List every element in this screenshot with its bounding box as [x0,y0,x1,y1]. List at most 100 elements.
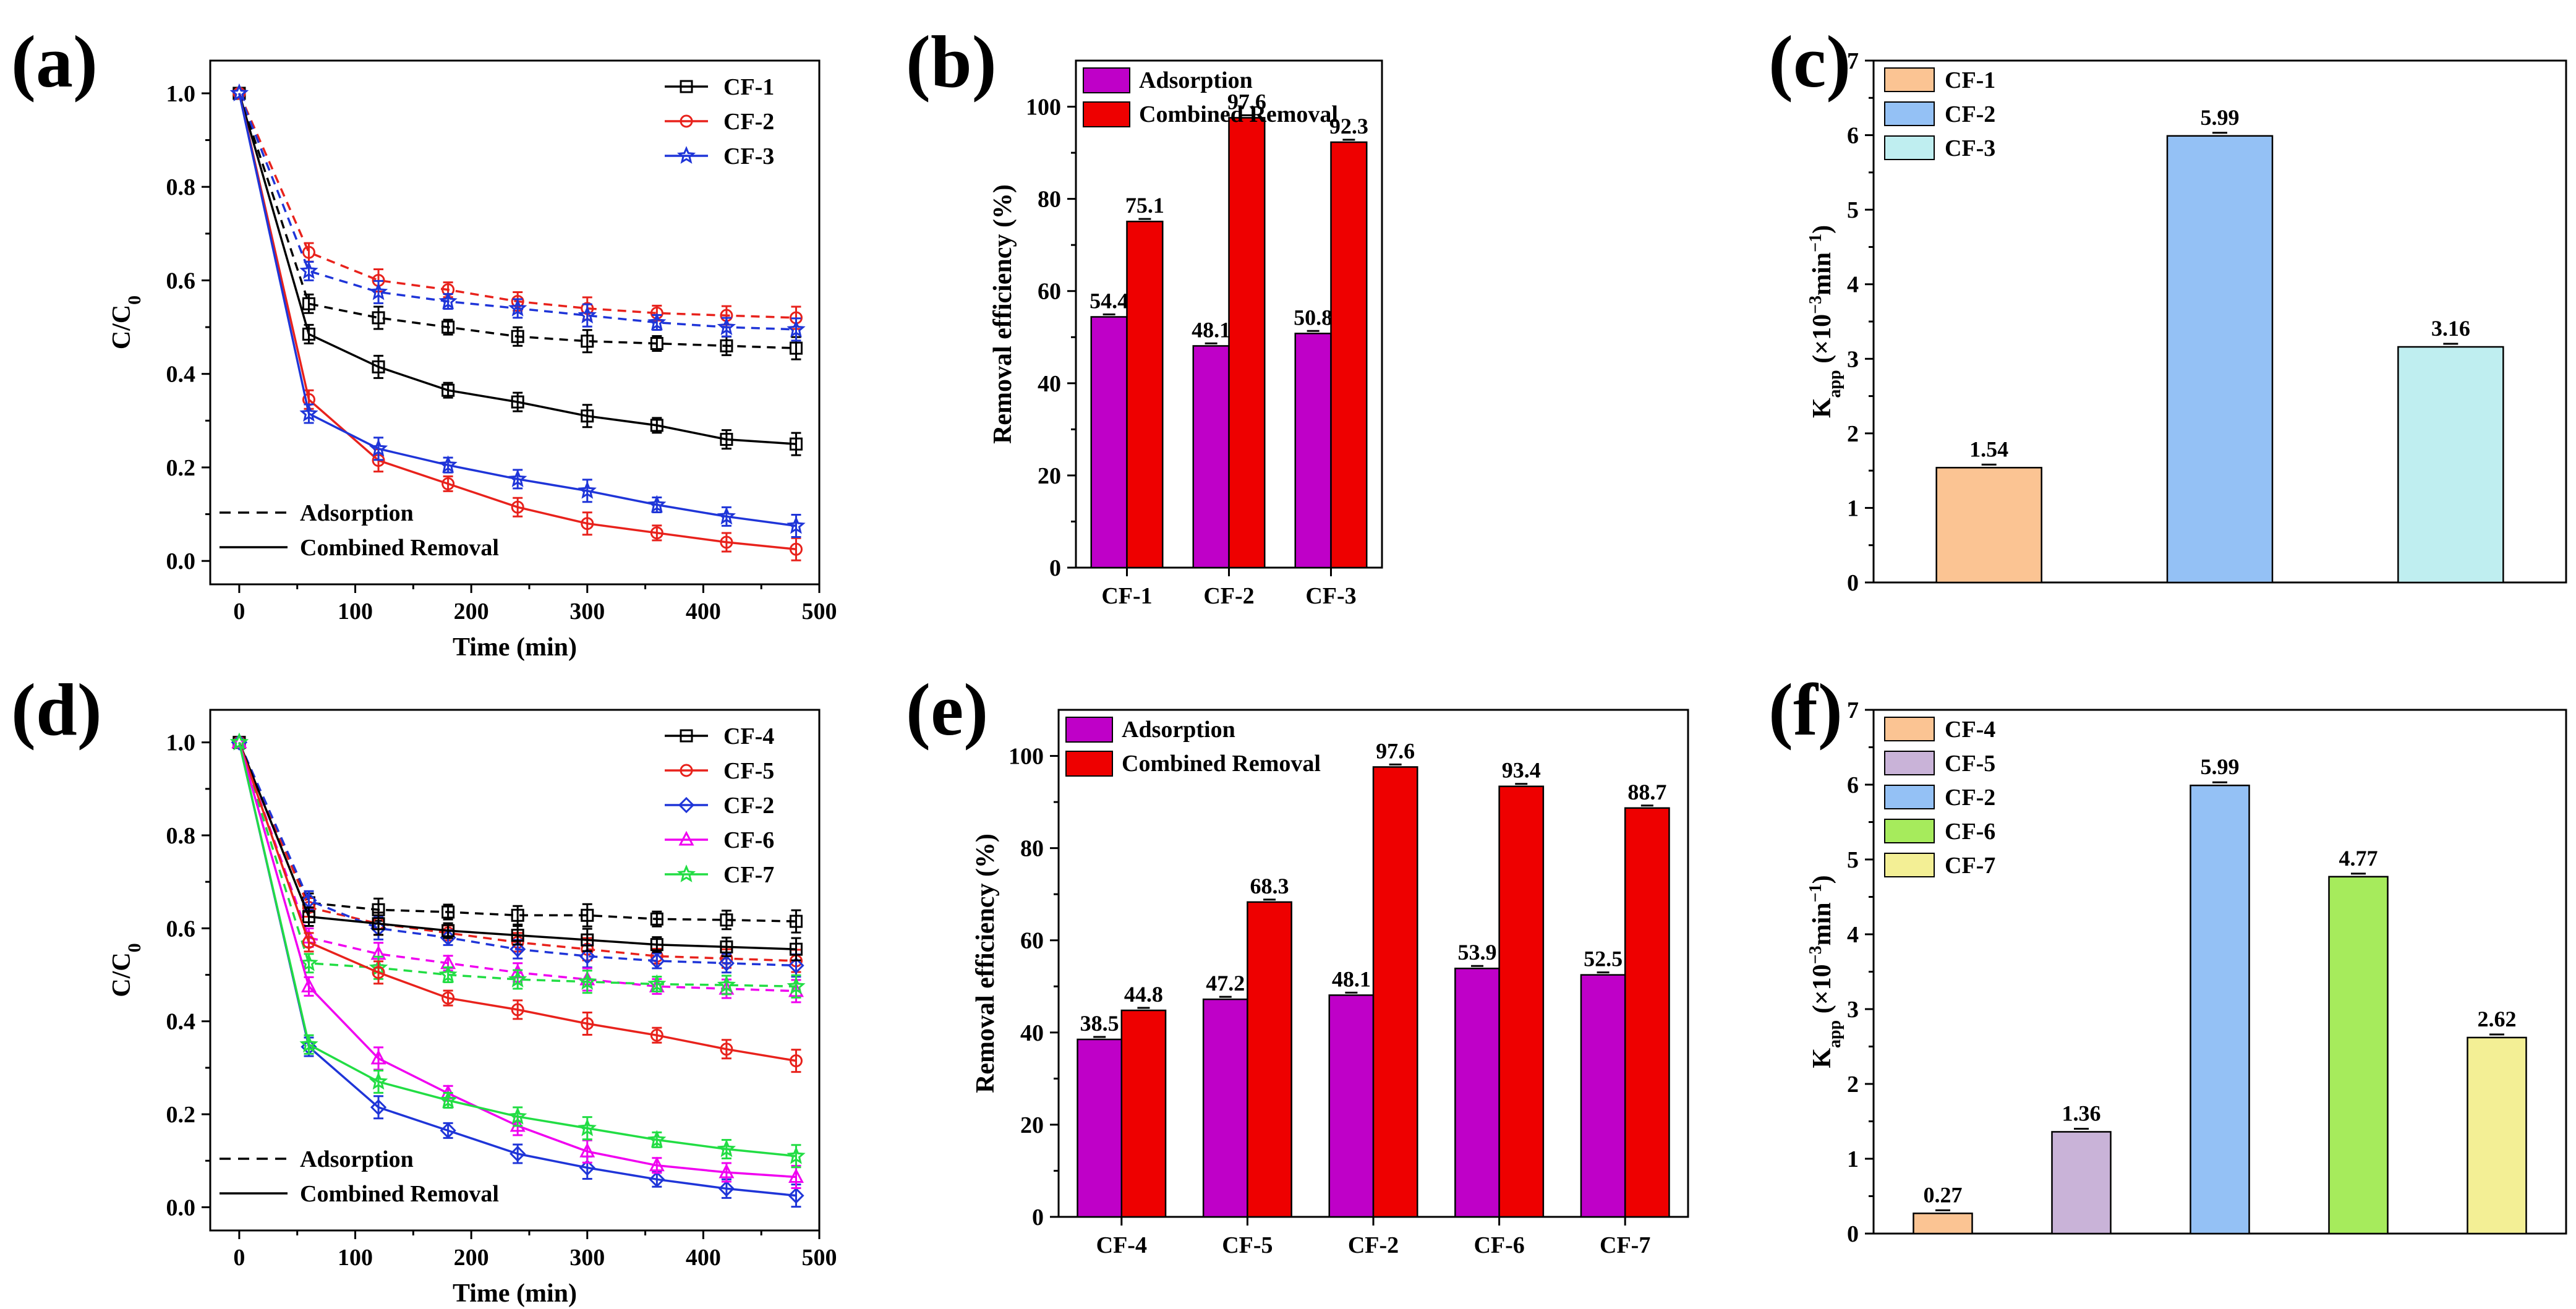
panel-d: (d) 0.0 0.2 0.4 0.6 0.8 1.0 0 100 200 300 400 500 Tim… [11,668,837,1308]
data-point [717,317,736,335]
legend-style-label: Adsorption [300,1146,414,1172]
x-tick-label: 100 [338,1245,373,1271]
legend-swatch [1884,101,1935,126]
panel-label: (e) [906,668,988,751]
legend-swatch [1065,751,1113,777]
data-point [511,330,524,343]
legend-label: Adsorption [1139,67,1253,93]
data-point [649,952,665,970]
y-tick-label: 2 [1847,421,1859,447]
x-tick-label: 500 [802,599,837,625]
data-point [438,965,458,983]
y-tick-label: 60 [1038,279,1061,305]
legend-label: CF-1 [723,74,774,100]
data-point [788,957,804,974]
bar-adsorption [1192,345,1230,569]
data-point [720,913,733,927]
y-tick-label: 0.2 [166,1102,196,1128]
y-tick-label: 3 [1847,346,1859,372]
data-point [720,535,733,549]
data-label: 50.8 [1294,305,1333,330]
y-axis-label: C/C0 [108,943,145,997]
data-point [581,1017,594,1030]
data-point [372,360,385,373]
data-point [650,938,663,952]
y-tick-label: 4 [1847,922,1859,948]
panel-e: (e) 0 20 40 60 80 100 CF-4 38.544.8 CF-5 47.2 68.3 C… [906,668,1689,1258]
x-tick-label: CF-2 [1348,1232,1399,1258]
y-tick-label: 80 [1038,187,1061,213]
plot-frame [209,709,821,1232]
data-point [231,733,247,749]
y-tick-label: 0.2 [166,455,196,481]
data-point [581,409,594,423]
bar-combined-removal [1228,117,1266,569]
y-tick-label: 0.8 [166,174,196,200]
data-point [441,924,455,937]
bar-adsorption [1090,316,1128,569]
y-tick-label: 1 [1847,1146,1859,1172]
y-tick-label: 20 [1038,463,1061,489]
data-point [302,245,315,259]
y-tick-label: 1.0 [166,730,196,756]
panel-label: (b) [906,20,997,103]
legend-label: CF-3 [723,143,774,169]
legend-swatch [1884,717,1935,741]
x-tick-label: 200 [454,599,489,625]
legend-label: CF-1 [1945,67,1995,93]
y-tick-label: 2 [1847,1072,1859,1098]
data-point [302,327,315,341]
bar-combined-removal [1247,901,1292,1218]
data-point [647,1130,667,1148]
data-point [581,908,594,922]
data-point [788,1187,804,1204]
legend-label: CF-6 [1945,819,1995,845]
x-tick-label: CF-6 [1474,1232,1524,1258]
legend-swatch [1065,717,1113,743]
legend-label: CF-4 [723,723,774,749]
data-label: 2.62 [2478,1007,2517,1031]
series-line-cf-2-adsorption [238,93,796,319]
data-label: 75.1 [1125,193,1164,218]
x-tick-label: 0 [233,1245,245,1271]
y-tick-label: 0.0 [166,548,196,574]
data-point [680,764,693,777]
data-label: 1.36 [2062,1101,2101,1125]
data-point [511,1003,524,1017]
legend-swatch [1083,101,1130,127]
data-point [789,437,803,451]
x-tick-label: 500 [802,1245,837,1271]
x-tick-label: 0 [233,599,245,625]
data-point [511,395,524,409]
data-point [299,953,318,971]
y-axis-label: Kapp (×10−3min−1) [1806,875,1845,1068]
data-label: 38.5 [1080,1011,1119,1036]
legend-swatch [1884,853,1935,877]
data-point [229,732,249,751]
bar-adsorption [1294,333,1332,569]
data-point [370,1099,387,1115]
y-tick-label: 1 [1847,495,1859,521]
data-point [581,933,594,947]
y-tick-label: 6 [1847,772,1859,798]
data-label: 68.3 [1250,874,1289,898]
bar-combined-removal [1372,766,1418,1218]
data-point [441,905,455,919]
data-point [508,970,527,987]
bar-adsorption [1077,1038,1123,1218]
x-tick-label: CF-5 [1222,1232,1273,1258]
data-label: 97.6 [1227,89,1266,114]
data-label: 48.1 [1332,966,1371,991]
legend-swatch [1884,819,1935,843]
data-point [299,404,318,422]
data-point [510,1145,526,1162]
x-tick-label: 300 [569,1245,605,1271]
data-point [578,1118,597,1136]
data-point [789,942,803,956]
data-point [720,1043,733,1056]
data-point [718,1180,735,1197]
bar-combined-removal [1126,220,1164,569]
legend-style-label: Adsorption [300,500,414,526]
y-tick-label: 7 [1847,48,1859,74]
